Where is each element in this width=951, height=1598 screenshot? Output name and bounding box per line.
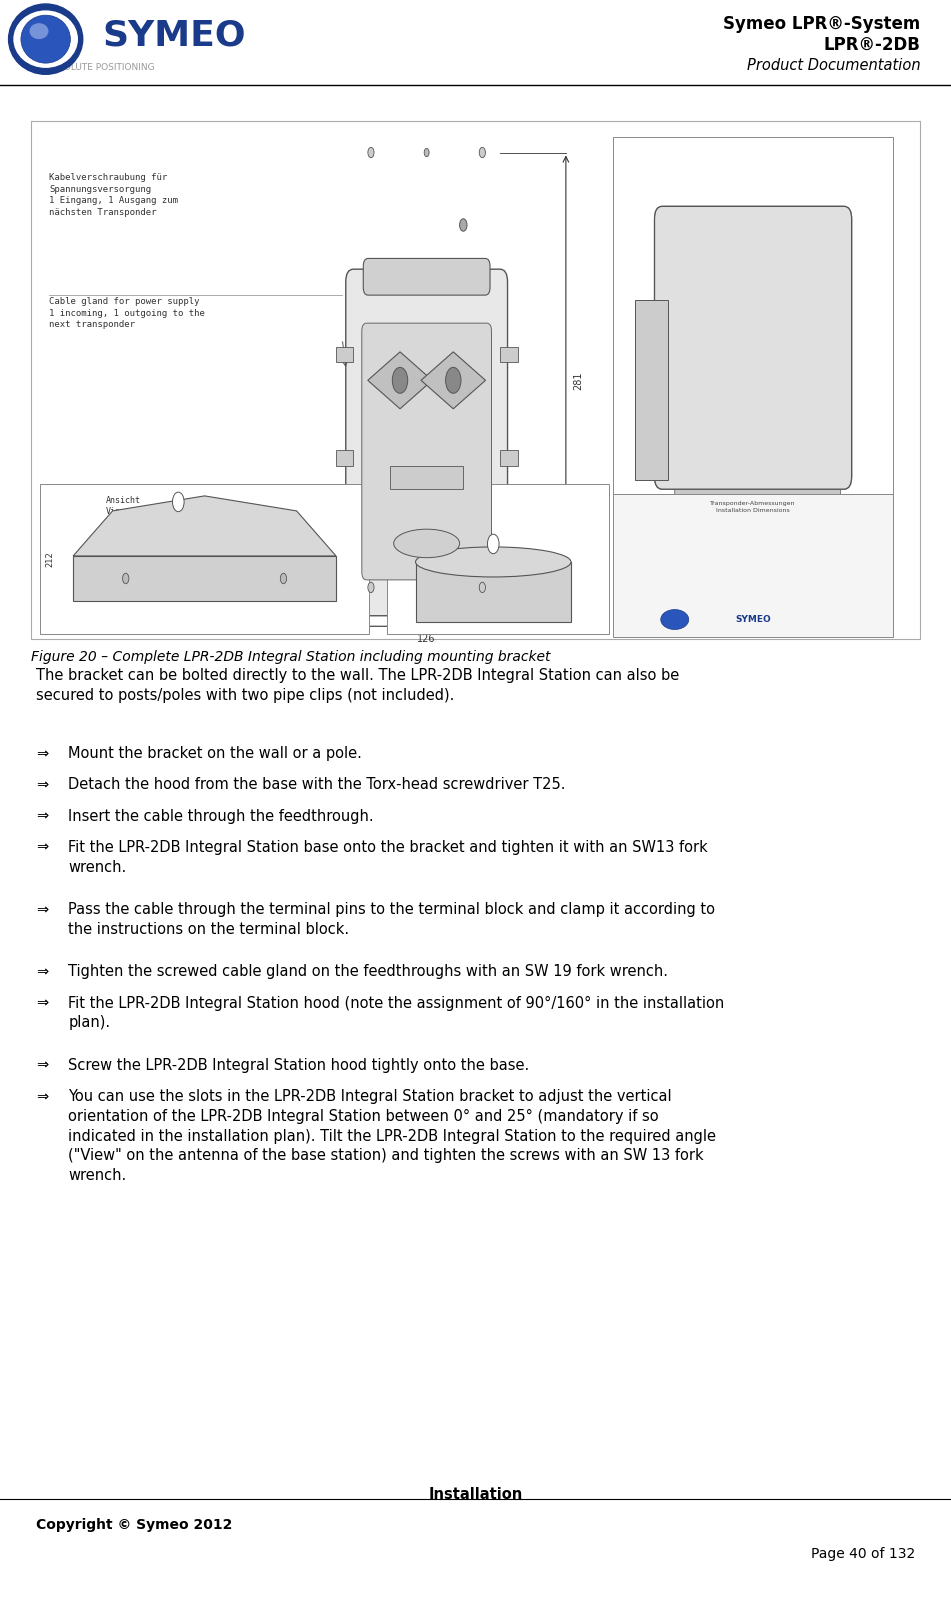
Text: LPR®-2DB: LPR®-2DB: [824, 35, 921, 54]
Circle shape: [488, 534, 499, 553]
FancyBboxPatch shape: [654, 206, 851, 489]
Bar: [387, 484, 609, 634]
Text: ⇒: ⇒: [36, 1058, 49, 1072]
Text: 126: 126: [417, 634, 436, 644]
Bar: [40, 484, 369, 634]
Circle shape: [281, 574, 286, 583]
Text: Page 40 of 132: Page 40 of 132: [810, 1547, 915, 1561]
Text: You can use the slots in the LPR-2DB Integral Station bracket to adjust the vert: You can use the slots in the LPR-2DB Int…: [68, 1090, 716, 1183]
Text: 281: 281: [573, 371, 583, 390]
Circle shape: [172, 492, 184, 511]
Circle shape: [479, 582, 485, 593]
Ellipse shape: [394, 529, 459, 558]
Circle shape: [123, 574, 128, 583]
Bar: [390, 465, 463, 489]
Bar: [73, 556, 336, 601]
Circle shape: [368, 147, 374, 158]
Text: C: C: [424, 539, 430, 548]
Circle shape: [424, 149, 429, 157]
FancyBboxPatch shape: [363, 259, 490, 296]
Ellipse shape: [416, 547, 571, 577]
Bar: [31, 121, 920, 639]
Text: SYMEO: SYMEO: [735, 615, 771, 625]
Circle shape: [368, 582, 374, 593]
Text: Pass the cable through the terminal pins to the terminal block and clamp it acco: Pass the cable through the terminal pins…: [68, 901, 715, 936]
Text: ⇒: ⇒: [36, 841, 49, 855]
Text: Mount the bracket on the wall or a pole.: Mount the bracket on the wall or a pole.: [68, 746, 362, 761]
Text: ⇒: ⇒: [36, 778, 49, 793]
Text: Screw the LPR-2DB Integral Station hood tightly onto the base.: Screw the LPR-2DB Integral Station hood …: [68, 1058, 530, 1072]
FancyBboxPatch shape: [361, 323, 492, 580]
Text: B: B: [490, 539, 496, 550]
Polygon shape: [368, 352, 433, 409]
FancyBboxPatch shape: [674, 224, 841, 500]
Text: ⇒: ⇒: [36, 996, 49, 1010]
Text: Figure 20 – Complete LPR-2DB Integral Station including mounting bracket: Figure 20 – Complete LPR-2DB Integral St…: [31, 650, 551, 665]
Text: ABSOLUTE POSITIONING: ABSOLUTE POSITIONING: [46, 62, 154, 72]
Text: Detach the hood from the base with the Torx-head screwdriver T25.: Detach the hood from the base with the T…: [68, 778, 566, 793]
Text: Transponder-Abmessungen
Installation Dimensions: Transponder-Abmessungen Installation Dim…: [710, 502, 796, 513]
Text: ⇒: ⇒: [36, 809, 49, 823]
Text: A: A: [175, 497, 182, 507]
Bar: [336, 451, 354, 465]
Bar: [635, 300, 668, 479]
Text: ⇒: ⇒: [36, 746, 49, 761]
Text: Installation: Installation: [428, 1488, 523, 1502]
FancyBboxPatch shape: [654, 206, 851, 489]
Circle shape: [459, 219, 467, 232]
Text: ⇒: ⇒: [36, 1090, 49, 1104]
Text: The bracket can be bolted directly to the wall. The LPR-2DB Integral Station can: The bracket can be bolted directly to th…: [36, 668, 679, 703]
Circle shape: [479, 147, 485, 158]
Ellipse shape: [661, 609, 689, 630]
FancyBboxPatch shape: [346, 268, 508, 615]
Polygon shape: [73, 495, 336, 556]
Ellipse shape: [9, 3, 83, 74]
Bar: [336, 347, 354, 363]
Text: Kabelverschraubung für
Spannungsversorgung
1 Eingang, 1 Ausgang zum
nächsten Tra: Kabelverschraubung für Spannungsversorgu…: [49, 173, 178, 217]
Text: Fit the LPR-2DB Integral Station hood (note the assignment of 90°/160° in the in: Fit the LPR-2DB Integral Station hood (n…: [68, 996, 725, 1031]
Text: ⇒: ⇒: [36, 901, 49, 917]
Ellipse shape: [29, 22, 49, 38]
Text: Product Documentation: Product Documentation: [747, 58, 921, 74]
Ellipse shape: [13, 10, 78, 67]
Text: Tighten the screwed cable gland on the feedthroughs with an SW 19 fork wrench.: Tighten the screwed cable gland on the f…: [68, 964, 669, 980]
Bar: [500, 451, 517, 465]
Text: ⇒: ⇒: [36, 964, 49, 980]
Text: Symeo LPR®-System: Symeo LPR®-System: [724, 14, 921, 34]
Text: Copyright © Symeo 2012: Copyright © Symeo 2012: [36, 1518, 232, 1532]
Text: 212: 212: [46, 551, 54, 567]
Bar: [613, 494, 893, 636]
Text: Fit the LPR-2DB Integral Station base onto the bracket and tighten it with an SW: Fit the LPR-2DB Integral Station base on…: [68, 841, 708, 874]
Text: Cable gland for power supply
1 incoming, 1 outgoing to the
next transponder: Cable gland for power supply 1 incoming,…: [49, 297, 205, 329]
Circle shape: [446, 368, 461, 393]
Circle shape: [393, 368, 408, 393]
Bar: [500, 347, 517, 363]
Text: Insert the cable through the feedthrough.: Insert the cable through the feedthrough…: [68, 809, 374, 823]
Polygon shape: [421, 352, 486, 409]
Text: Ansicht
View: Ansicht View: [106, 495, 141, 516]
Bar: [613, 137, 893, 494]
Bar: [416, 562, 571, 622]
Text: SYMEO: SYMEO: [103, 18, 246, 53]
Ellipse shape: [21, 14, 70, 62]
